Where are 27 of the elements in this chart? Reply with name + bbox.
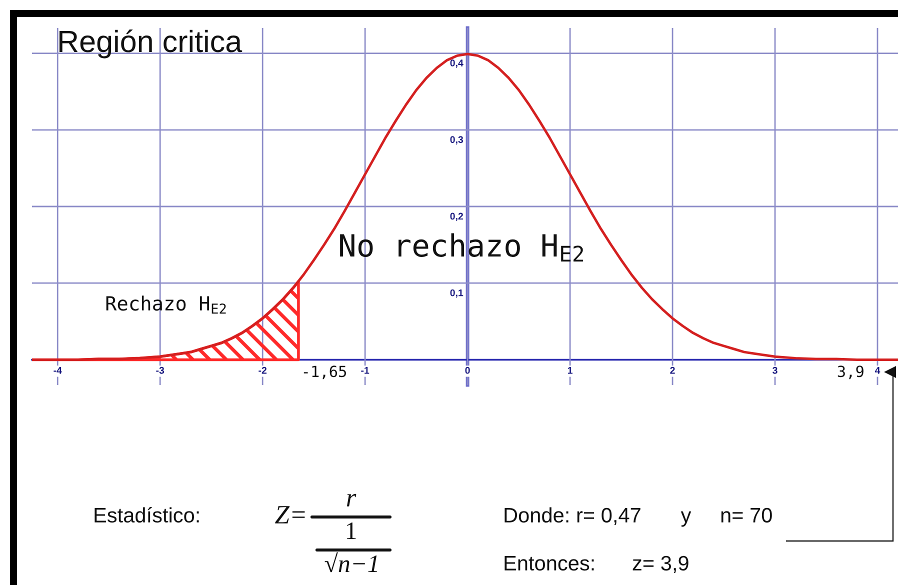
text: r (346, 494, 356, 506)
y-tick-label: 0,2 (450, 212, 464, 222)
annotation: Rechazo H$_{E2}$ (106, 296, 226, 314)
text: Z= (275, 506, 305, 524)
x-tick-label: -4 (54, 367, 62, 374)
text: y (680, 511, 692, 527)
annotation: 3,9 (838, 366, 864, 380)
x-tick-label: -2 (258, 366, 267, 374)
annotation: -1,65 (304, 366, 346, 380)
x-tick-label: 2 (670, 366, 675, 374)
x-tick-label: -1 (361, 367, 370, 374)
chart-title: Región critica (60, 30, 242, 58)
x-tick-label: 0 (465, 366, 470, 374)
text: Donde: r= 0,47 (504, 507, 640, 526)
y-tick-label: 0,3 (450, 136, 464, 144)
x-tick-label: 3 (772, 366, 778, 374)
text: z= 3,9 (632, 556, 688, 574)
text: 1 (346, 522, 356, 540)
text: √n−1 (324, 552, 378, 572)
x-tick-label: 4 (874, 367, 880, 374)
x-tick-label: -3 (156, 366, 164, 374)
x-tick-label: 1 (568, 367, 572, 374)
y-tick-label: 0,4 (450, 60, 464, 68)
text: Entonces: (504, 556, 594, 571)
y-tick-label: 0,1 (450, 289, 464, 298)
text: Estadístico: (94, 507, 199, 523)
text: n= 70 (721, 508, 772, 523)
